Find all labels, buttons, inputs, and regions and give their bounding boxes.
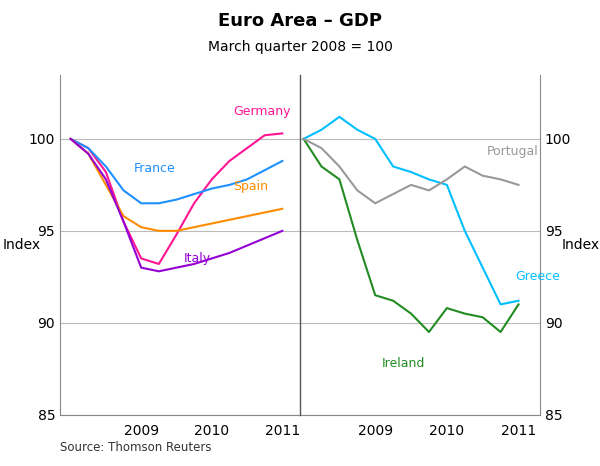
Text: Euro Area – GDP: Euro Area – GDP (218, 12, 382, 30)
Text: Germany: Germany (233, 105, 290, 118)
Text: Greece: Greece (515, 270, 560, 283)
Text: Spain: Spain (233, 180, 268, 193)
Text: Ireland: Ireland (382, 357, 425, 370)
Text: Italy: Italy (184, 252, 211, 265)
Text: Portugal: Portugal (486, 145, 538, 158)
Text: Index: Index (562, 238, 600, 252)
Text: March quarter 2008 = 100: March quarter 2008 = 100 (208, 40, 392, 54)
Text: Index: Index (2, 238, 41, 252)
Text: Source: Thomson Reuters: Source: Thomson Reuters (60, 441, 212, 454)
Text: France: France (134, 162, 176, 175)
